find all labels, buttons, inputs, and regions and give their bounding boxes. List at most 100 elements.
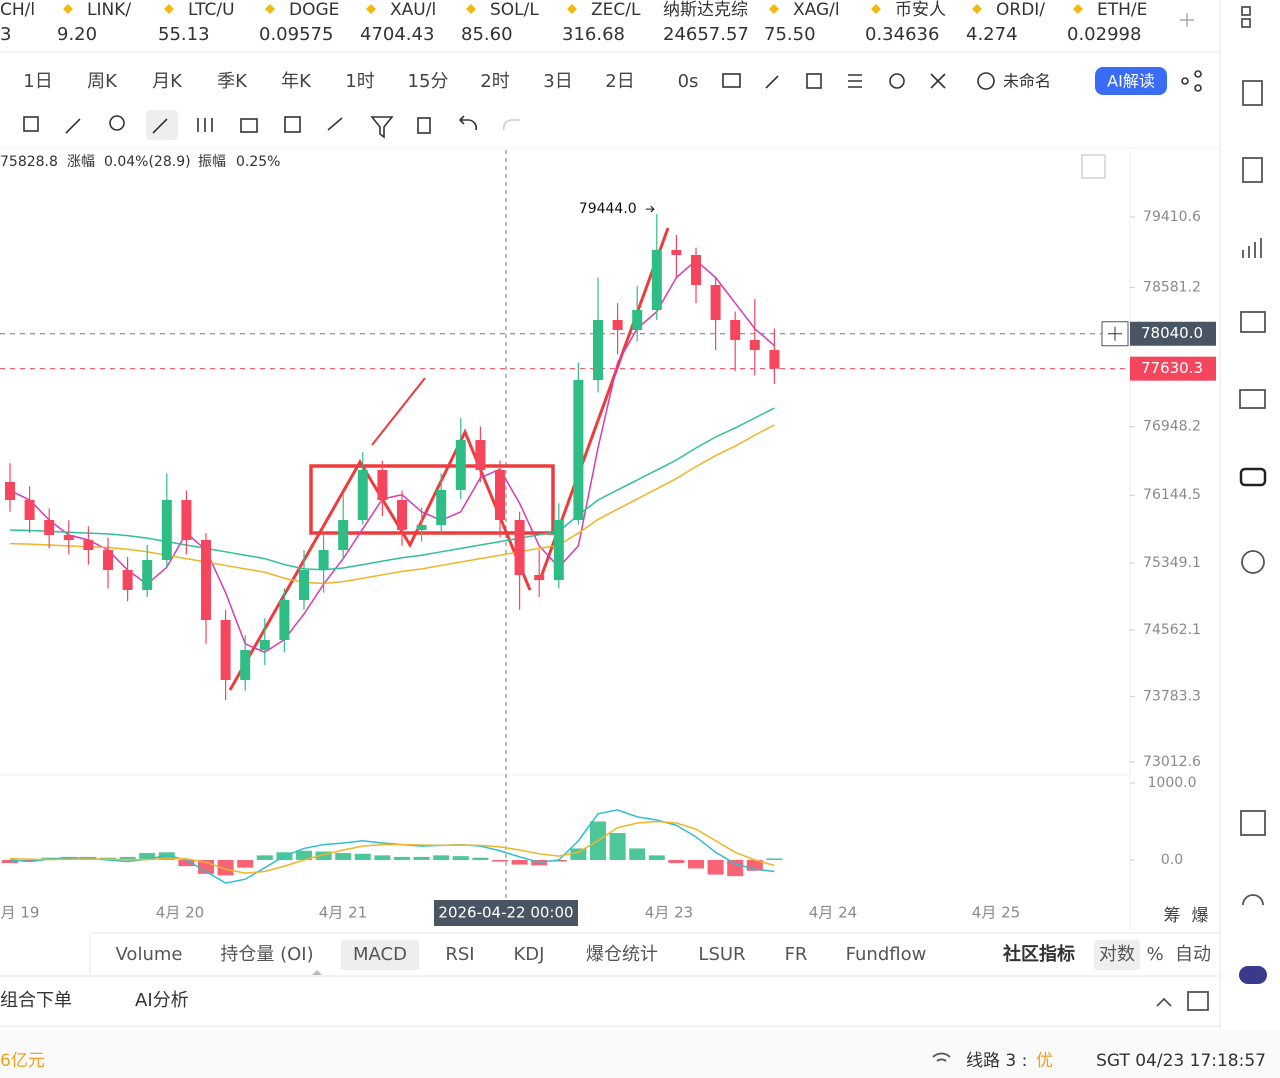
tool[interactable] bbox=[327, 117, 343, 131]
ticker-price[interactable]: 0.34636 bbox=[865, 24, 939, 45]
tool[interactable] bbox=[417, 117, 431, 134]
ticker-price[interactable]: 24657.57 bbox=[663, 24, 749, 45]
macd-histogram bbox=[570, 848, 587, 860]
tool[interactable] bbox=[1181, 77, 1189, 85]
ticker-name[interactable]: XAU/l bbox=[390, 0, 436, 20]
icon[interactable] bbox=[1241, 18, 1251, 28]
ticker-price[interactable]: 9.20 bbox=[57, 24, 97, 45]
ticker-name[interactable]: LTC/U bbox=[188, 0, 235, 20]
ai-button-label[interactable]: AI解读 bbox=[1107, 72, 1155, 91]
icon[interactable] bbox=[1241, 6, 1251, 16]
tool[interactable] bbox=[370, 116, 394, 139]
tool[interactable] bbox=[240, 118, 258, 133]
icon[interactable] bbox=[1242, 238, 1262, 258]
ticker-price[interactable]: 4.274 bbox=[966, 24, 1018, 45]
indicator-tab[interactable]: 爆仓统计 bbox=[586, 944, 658, 965]
interval[interactable]: 15分 bbox=[408, 71, 449, 92]
icon[interactable] bbox=[1239, 389, 1266, 409]
interval[interactable]: 1日 bbox=[23, 71, 52, 92]
interval[interactable]: 3日 bbox=[543, 71, 572, 92]
icon[interactable] bbox=[1241, 550, 1265, 574]
interval[interactable]: 周K bbox=[87, 71, 118, 92]
tool[interactable] bbox=[65, 118, 81, 134]
ticker-price[interactable]: 55.13 bbox=[158, 24, 210, 45]
ticker-price[interactable]: 85.60 bbox=[461, 24, 513, 45]
ticker-price[interactable]: 0.02998 bbox=[1067, 24, 1141, 45]
indicator-tab[interactable]: 自动 bbox=[1175, 944, 1211, 965]
indicator-tab[interactable]: LSUR bbox=[698, 944, 745, 965]
collapse-icon[interactable] bbox=[1156, 997, 1172, 1007]
ticker-name[interactable]: ETH/E bbox=[1097, 0, 1147, 20]
ticker-name[interactable]: ZEC/L bbox=[591, 0, 641, 20]
icon[interactable] bbox=[1242, 80, 1263, 106]
tool[interactable] bbox=[930, 73, 946, 89]
ticker-price[interactable]: 75.50 bbox=[764, 24, 816, 45]
interval[interactable]: 年K bbox=[281, 71, 312, 92]
ticker-name[interactable]: ORDI/ bbox=[996, 0, 1045, 20]
tool[interactable] bbox=[722, 73, 741, 88]
drawn-arrow[interactable] bbox=[371, 377, 426, 446]
tool[interactable] bbox=[765, 75, 779, 89]
status-time: SGT 04/23 17:18:57 bbox=[1096, 1051, 1266, 1071]
axis-button[interactable]: 筹 bbox=[1164, 906, 1181, 926]
icon[interactable] bbox=[1239, 966, 1267, 984]
interval[interactable]: 1时 bbox=[345, 71, 374, 92]
tool[interactable] bbox=[806, 73, 822, 89]
tool[interactable] bbox=[284, 116, 301, 133]
drawn-arrow[interactable] bbox=[228, 428, 532, 691]
ticker-name[interactable]: 币安人 bbox=[895, 0, 946, 20]
tool[interactable] bbox=[889, 73, 905, 89]
icon[interactable] bbox=[1242, 894, 1264, 906]
tool[interactable] bbox=[977, 72, 995, 90]
macd-histogram bbox=[394, 856, 410, 860]
ai-button[interactable] bbox=[1095, 67, 1167, 95]
indicator-tab[interactable]: MACD bbox=[353, 944, 407, 965]
panel-tab[interactable]: AI分析 bbox=[135, 990, 189, 1011]
tool[interactable] bbox=[848, 74, 862, 88]
indicator-tab[interactable]: 社区指标 bbox=[1003, 943, 1075, 965]
axis-button[interactable]: 爆 bbox=[1192, 906, 1209, 926]
indicator-tab[interactable]: 对数 bbox=[1099, 944, 1135, 965]
icon[interactable] bbox=[1240, 311, 1266, 333]
ticker-name[interactable]: SOL/L bbox=[490, 0, 539, 20]
indicator-tab[interactable]: % bbox=[1146, 944, 1163, 965]
drawn-box[interactable] bbox=[309, 464, 555, 535]
tool[interactable] bbox=[23, 116, 39, 132]
ticker-price[interactable]: 3 bbox=[0, 24, 11, 45]
layout-name[interactable]: 未命名 bbox=[1003, 72, 1051, 91]
add-ticker[interactable] bbox=[1180, 13, 1194, 27]
panel-tab[interactable]: 组合下单 bbox=[0, 990, 72, 1011]
indicator-tab[interactable]: RSI bbox=[445, 944, 474, 965]
tool[interactable] bbox=[197, 118, 213, 132]
indicator-tab[interactable]: Fundflow bbox=[846, 944, 927, 965]
expand-icon[interactable] bbox=[1187, 991, 1209, 1011]
interval[interactable]: 2日 bbox=[605, 71, 634, 92]
tool[interactable] bbox=[152, 118, 168, 134]
tool[interactable] bbox=[1194, 70, 1202, 78]
ticker-price[interactable]: 0.09575 bbox=[259, 24, 333, 45]
ticker-name[interactable]: LINK/ bbox=[87, 0, 131, 20]
tool[interactable] bbox=[458, 115, 478, 131]
ticker-name[interactable]: CH/l bbox=[0, 0, 35, 20]
interval[interactable]: 2时 bbox=[480, 71, 509, 92]
interval[interactable]: 季K bbox=[217, 71, 248, 92]
indicator-tab[interactable]: 持仓量 (OI) bbox=[220, 944, 313, 965]
ohlc-info: 75828.8 bbox=[0, 154, 58, 170]
icon[interactable] bbox=[1242, 157, 1263, 183]
ticker-price[interactable]: 316.68 bbox=[562, 24, 625, 45]
ticker-name[interactable]: DOGE bbox=[289, 0, 339, 20]
tool[interactable] bbox=[109, 115, 125, 131]
indicator-tab[interactable]: FR bbox=[785, 944, 808, 965]
indicator-tab[interactable]: Volume bbox=[116, 944, 183, 965]
interval[interactable]: 0s bbox=[678, 71, 699, 92]
ticker-name[interactable]: XAG/l bbox=[793, 0, 840, 20]
indicator-tab[interactable]: KDJ bbox=[514, 944, 545, 965]
ticker-name[interactable]: 纳斯达克综 bbox=[663, 0, 748, 20]
icon[interactable] bbox=[1240, 810, 1266, 836]
ticker-icon bbox=[164, 4, 174, 14]
ticker-price[interactable]: 4704.43 bbox=[360, 24, 434, 45]
fullscreen-icon[interactable] bbox=[1081, 154, 1106, 179]
interval[interactable]: 月K bbox=[152, 71, 183, 92]
icon[interactable] bbox=[1239, 467, 1267, 487]
tool[interactable] bbox=[1194, 84, 1202, 92]
